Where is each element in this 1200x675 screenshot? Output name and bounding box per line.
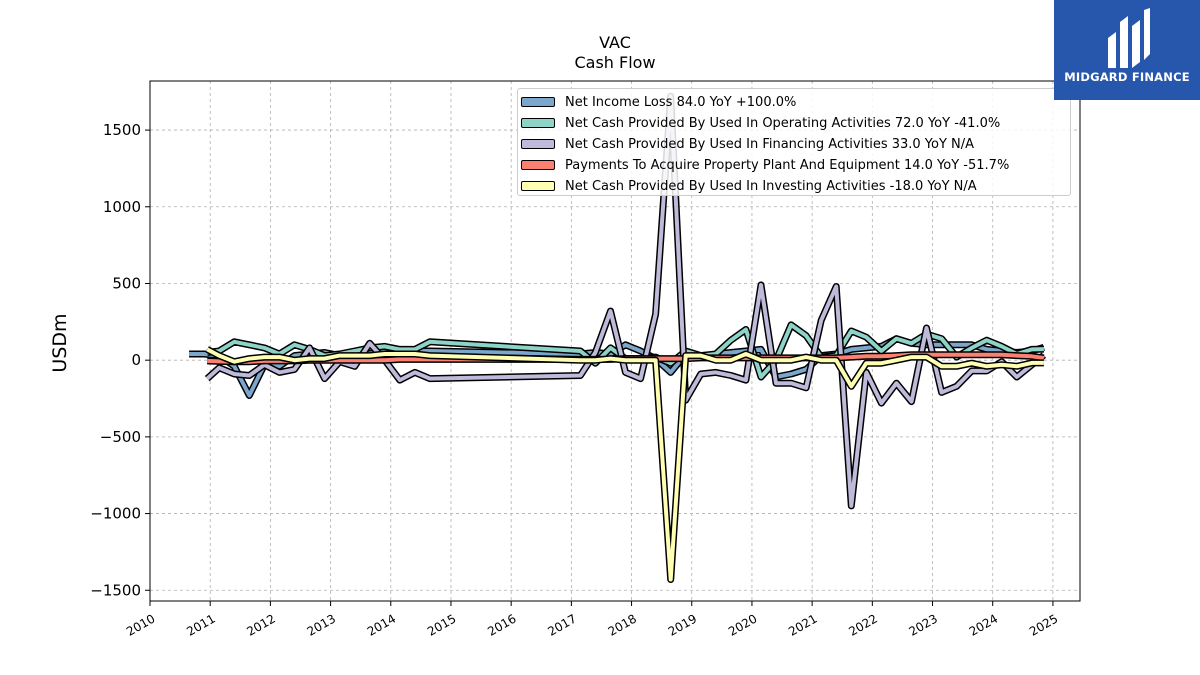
legend-label: Net Income Loss 84.0 YoY +100.0% — [565, 95, 797, 110]
y-tick-label: 0 — [131, 351, 141, 369]
x-tick-label: 2014 — [365, 611, 398, 638]
y-tick-label: 500 — [112, 274, 141, 292]
x-tick-label: 2020 — [726, 611, 759, 638]
x-tick-label: 2018 — [606, 611, 639, 638]
y-tick-label: 1000 — [103, 198, 141, 216]
series-line-4 — [206, 347, 1044, 582]
logo-mark-icon — [1108, 8, 1150, 68]
chart-legend: Net Income Loss 84.0 YoY +100.0% Net Cash… — [517, 88, 1071, 196]
x-tick-label: 2016 — [485, 611, 518, 638]
legend-item: Net Cash Provided By Used In Investing A… — [518, 176, 1070, 197]
legend-item: Payments To Acquire Property Plant And E… — [518, 155, 1070, 176]
x-tick-label: 2025 — [1027, 611, 1060, 638]
series-line-2 — [205, 94, 1046, 508]
x-tick-label: 2012 — [244, 611, 277, 638]
x-tick-label: 2021 — [786, 611, 819, 638]
legend-swatch — [521, 118, 555, 128]
legend-label: Net Cash Provided By Used In Financing A… — [565, 137, 975, 152]
legend-swatch — [521, 97, 555, 107]
y-tick-label: −1500 — [90, 581, 141, 599]
y-tick-label: −500 — [100, 428, 141, 446]
x-tick-label: 2019 — [666, 611, 699, 638]
legend-swatch — [521, 181, 555, 191]
x-tick-label: 2013 — [305, 611, 338, 638]
legend-label: Net Cash Provided By Used In Investing A… — [565, 179, 977, 194]
x-tick-label: 2022 — [846, 611, 879, 638]
legend-item: Net Cash Provided By Used In Financing A… — [518, 134, 1070, 155]
x-tick-label: 2015 — [425, 611, 458, 638]
x-tick-label: 2010 — [124, 611, 157, 638]
y-axis-label: USDm — [49, 313, 71, 372]
plot-frame — [149, 80, 1081, 602]
legend-item: Net Cash Provided By Used In Operating A… — [518, 113, 1070, 134]
x-tick-label: 2024 — [967, 611, 1000, 638]
legend-item: Net Income Loss 84.0 YoY +100.0% — [518, 92, 1070, 113]
chart-title: VAC — [599, 33, 631, 52]
legend-swatch — [521, 139, 555, 149]
x-tick-label: 2011 — [184, 611, 217, 638]
midgard-finance-logo: MIDGARD FINANCE — [1054, 0, 1200, 100]
x-tick-label: 2023 — [907, 611, 940, 638]
logo-text: MIDGARD FINANCE — [1064, 70, 1190, 84]
legend-swatch — [521, 160, 555, 170]
y-tick-label: −1000 — [90, 505, 141, 523]
legend-label: Net Cash Provided By Used In Operating A… — [565, 116, 1001, 131]
y-tick-label: 1500 — [103, 121, 141, 139]
legend-label: Payments To Acquire Property Plant And E… — [565, 158, 1010, 173]
x-tick-label: 2017 — [545, 611, 578, 638]
chart-subtitle: Cash Flow — [574, 53, 656, 72]
